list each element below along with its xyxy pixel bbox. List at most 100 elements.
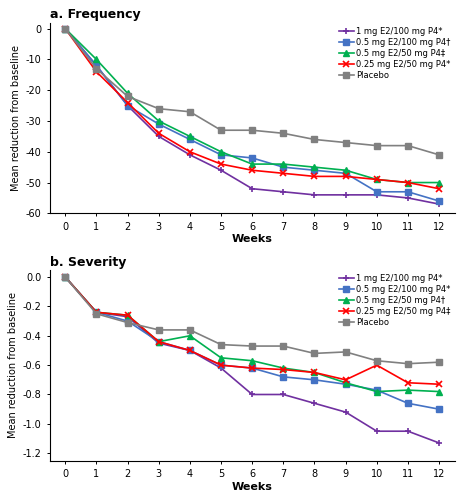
- 0.5 mg E2/50 mg P4†: [94, 310, 99, 316]
- 0.25 mg E2/50 mg P4*: [374, 176, 380, 182]
- 0.5 mg E2/100 mg P4†: [343, 170, 349, 176]
- Placebo: [343, 140, 349, 145]
- Placebo: [218, 342, 224, 347]
- 0.5 mg E2/100 mg P4†: [312, 167, 317, 173]
- 0.25 mg E2/50 mg P4*: [218, 161, 224, 167]
- 0.25 mg E2/50 mg P4‡: [218, 362, 224, 368]
- Placebo: [63, 274, 68, 280]
- 1 mg E2/100 mg P4*: [250, 186, 255, 192]
- Text: b. Severity: b. Severity: [50, 256, 126, 268]
- 0.25 mg E2/50 mg P4‡: [125, 312, 131, 318]
- Placebo: [125, 320, 131, 326]
- 0.25 mg E2/50 mg P4*: [436, 186, 442, 192]
- 0.25 mg E2/50 mg P4*: [94, 68, 99, 74]
- Placebo: [63, 26, 68, 32]
- 0.25 mg E2/50 mg P4*: [312, 174, 317, 180]
- Line: 0.25 mg E2/50 mg P4‡: 0.25 mg E2/50 mg P4‡: [62, 274, 443, 388]
- Placebo: [94, 311, 99, 317]
- Placebo: [156, 327, 162, 333]
- 0.5 mg E2/50 mg P4†: [250, 358, 255, 364]
- 0.5 mg E2/100 mg P4*: [343, 381, 349, 387]
- 1 mg E2/100 mg P4*: [156, 134, 162, 140]
- 0.5 mg E2/50 mg P4‡: [218, 149, 224, 155]
- Placebo: [125, 94, 131, 100]
- 0.5 mg E2/50 mg P4‡: [312, 164, 317, 170]
- 0.25 mg E2/50 mg P4‡: [343, 377, 349, 383]
- Placebo: [281, 130, 286, 136]
- 1 mg E2/100 mg P4*: [436, 201, 442, 207]
- 0.5 mg E2/100 mg P4*: [250, 365, 255, 371]
- 0.5 mg E2/50 mg P4†: [374, 388, 380, 394]
- 0.5 mg E2/100 mg P4†: [125, 102, 131, 108]
- Placebo: [250, 127, 255, 133]
- 0.5 mg E2/100 mg P4*: [281, 374, 286, 380]
- Placebo: [436, 152, 442, 158]
- Legend: 1 mg E2/100 mg P4*, 0.5 mg E2/100 mg P4†, 0.5 mg E2/50 mg P4‡, 0.25 mg E2/50 mg : 1 mg E2/100 mg P4*, 0.5 mg E2/100 mg P4†…: [335, 24, 454, 84]
- Line: Placebo: Placebo: [63, 26, 442, 158]
- 0.5 mg E2/50 mg P4‡: [94, 56, 99, 62]
- 0.5 mg E2/100 mg P4*: [218, 362, 224, 368]
- 0.5 mg E2/100 mg P4*: [436, 406, 442, 412]
- 0.5 mg E2/50 mg P4‡: [187, 134, 193, 140]
- 0.25 mg E2/50 mg P4‡: [63, 274, 68, 280]
- Placebo: [405, 360, 411, 366]
- 0.5 mg E2/100 mg P4*: [312, 377, 317, 383]
- 0.5 mg E2/100 mg P4*: [94, 310, 99, 316]
- 0.5 mg E2/100 mg P4†: [187, 136, 193, 142]
- Placebo: [218, 127, 224, 133]
- 0.25 mg E2/50 mg P4*: [343, 174, 349, 180]
- Placebo: [312, 350, 317, 356]
- 0.5 mg E2/50 mg P4‡: [374, 176, 380, 182]
- 0.5 mg E2/50 mg P4‡: [281, 161, 286, 167]
- 0.25 mg E2/50 mg P4‡: [405, 380, 411, 386]
- 1 mg E2/100 mg P4*: [218, 365, 224, 371]
- 0.5 mg E2/100 mg P4*: [63, 274, 68, 280]
- 0.5 mg E2/50 mg P4†: [156, 338, 162, 344]
- 0.5 mg E2/100 mg P4*: [187, 348, 193, 354]
- Line: 0.5 mg E2/50 mg P4‡: 0.5 mg E2/50 mg P4‡: [62, 25, 443, 186]
- 1 mg E2/100 mg P4*: [405, 195, 411, 201]
- 0.25 mg E2/50 mg P4*: [156, 130, 162, 136]
- 0.5 mg E2/100 mg P4†: [250, 155, 255, 161]
- Line: 0.5 mg E2/100 mg P4*: 0.5 mg E2/100 mg P4*: [63, 274, 442, 412]
- 0.25 mg E2/50 mg P4‡: [94, 310, 99, 316]
- 0.25 mg E2/50 mg P4*: [250, 167, 255, 173]
- 0.25 mg E2/50 mg P4‡: [436, 381, 442, 387]
- 0.25 mg E2/50 mg P4‡: [281, 366, 286, 372]
- 0.5 mg E2/50 mg P4†: [125, 312, 131, 318]
- 0.5 mg E2/100 mg P4†: [218, 152, 224, 158]
- 0.5 mg E2/50 mg P4†: [187, 333, 193, 339]
- Line: 1 mg E2/100 mg P4*: 1 mg E2/100 mg P4*: [62, 25, 443, 208]
- Placebo: [187, 109, 193, 115]
- 0.25 mg E2/50 mg P4*: [63, 26, 68, 32]
- 0.5 mg E2/50 mg P4‡: [250, 161, 255, 167]
- 0.5 mg E2/100 mg P4*: [125, 318, 131, 324]
- 0.5 mg E2/100 mg P4†: [63, 26, 68, 32]
- 0.25 mg E2/50 mg P4*: [405, 180, 411, 186]
- 0.5 mg E2/100 mg P4†: [94, 62, 99, 68]
- 0.5 mg E2/50 mg P4‡: [436, 180, 442, 186]
- 0.5 mg E2/100 mg P4*: [156, 338, 162, 344]
- Placebo: [281, 343, 286, 349]
- 1 mg E2/100 mg P4*: [63, 26, 68, 32]
- 0.25 mg E2/50 mg P4‡: [187, 348, 193, 354]
- 0.5 mg E2/50 mg P4†: [312, 370, 317, 376]
- 0.5 mg E2/100 mg P4*: [374, 387, 380, 393]
- 1 mg E2/100 mg P4*: [374, 428, 380, 434]
- Legend: 1 mg E2/100 mg P4*, 0.5 mg E2/100 mg P4*, 0.5 mg E2/50 mg P4†, 0.25 mg E2/50 mg : 1 mg E2/100 mg P4*, 0.5 mg E2/100 mg P4*…: [335, 270, 454, 330]
- 0.5 mg E2/50 mg P4†: [63, 274, 68, 280]
- 0.25 mg E2/50 mg P4‡: [156, 338, 162, 344]
- Text: a. Frequency: a. Frequency: [50, 8, 140, 22]
- 0.5 mg E2/100 mg P4†: [156, 121, 162, 127]
- 1 mg E2/100 mg P4*: [312, 192, 317, 198]
- Placebo: [156, 106, 162, 112]
- 1 mg E2/100 mg P4*: [312, 400, 317, 406]
- 1 mg E2/100 mg P4*: [187, 348, 193, 354]
- 0.25 mg E2/50 mg P4*: [187, 149, 193, 155]
- Line: 0.25 mg E2/50 mg P4*: 0.25 mg E2/50 mg P4*: [62, 25, 443, 192]
- 1 mg E2/100 mg P4*: [94, 310, 99, 316]
- 0.25 mg E2/50 mg P4‡: [312, 370, 317, 376]
- 0.5 mg E2/50 mg P4‡: [125, 90, 131, 96]
- 0.25 mg E2/50 mg P4*: [125, 100, 131, 105]
- 0.5 mg E2/100 mg P4†: [405, 189, 411, 195]
